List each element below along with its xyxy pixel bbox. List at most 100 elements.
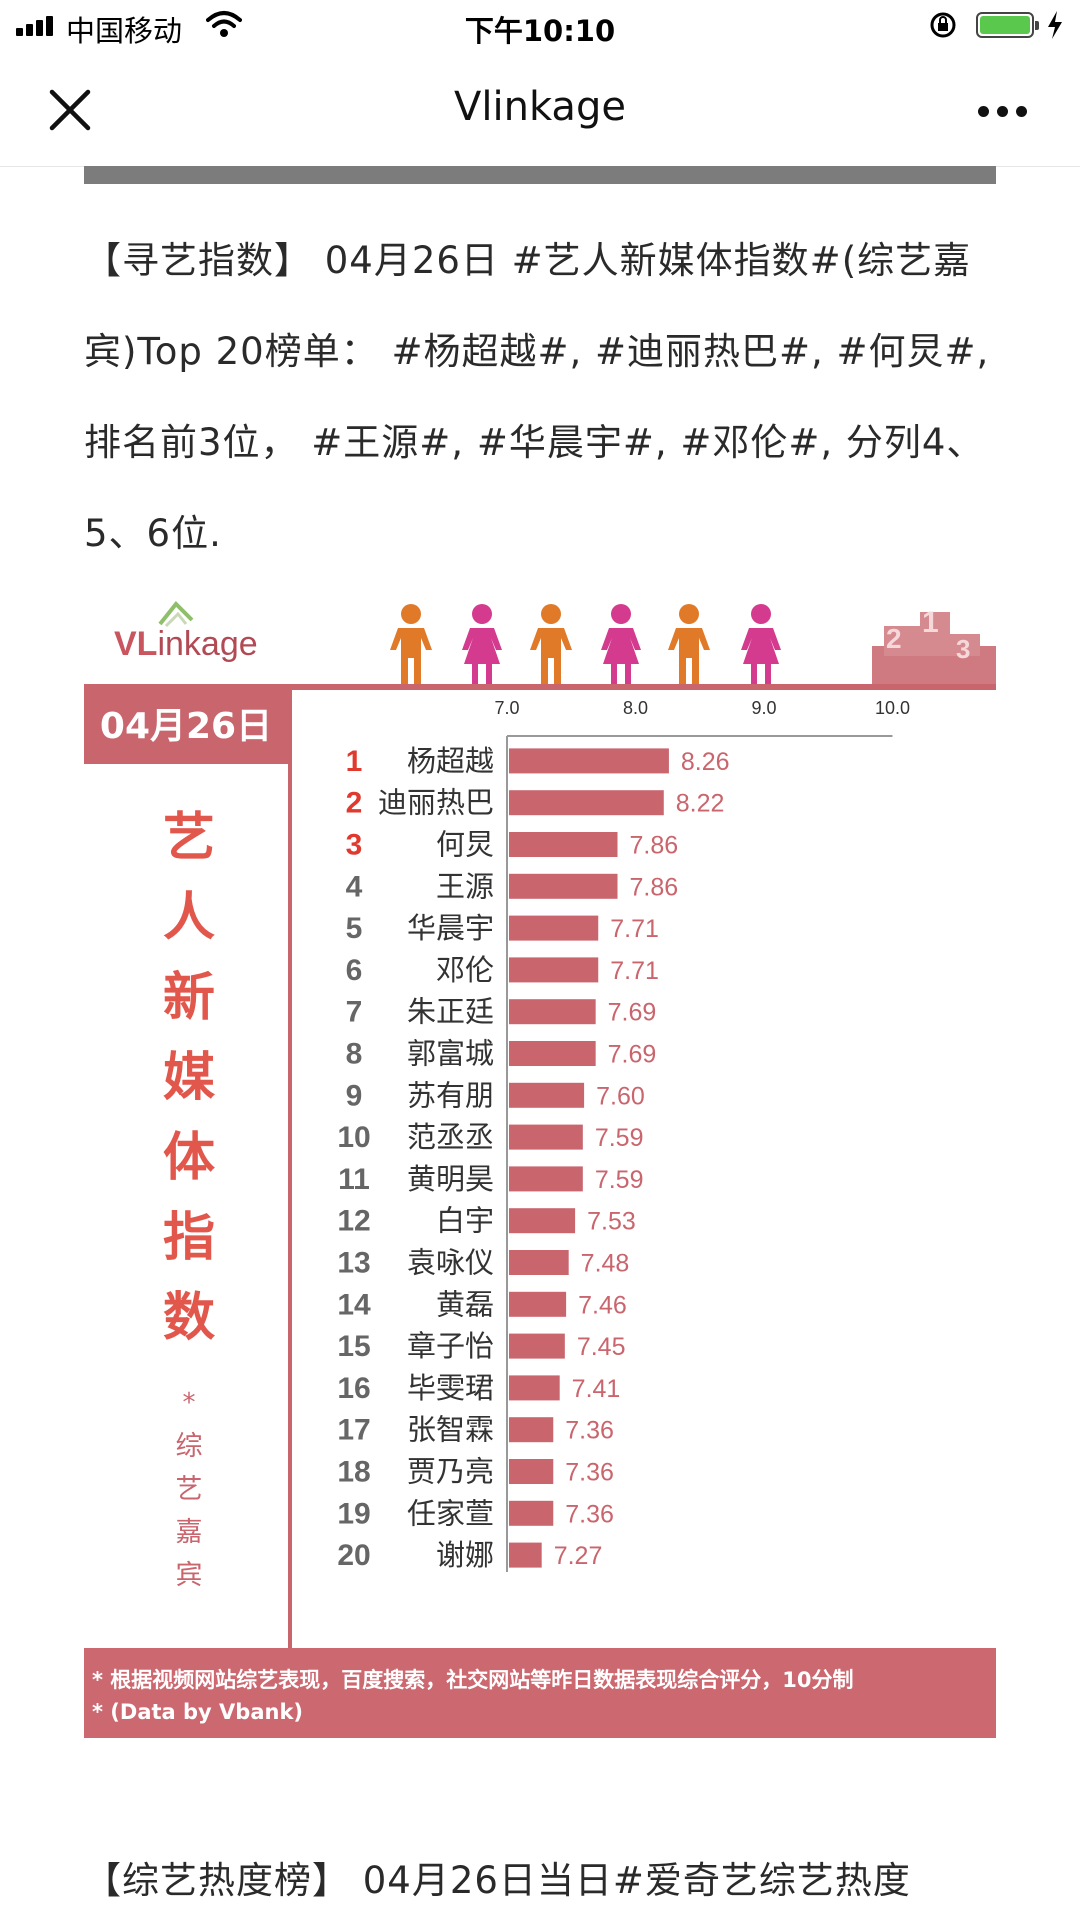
bar <box>509 1333 565 1359</box>
rank-label: 12 <box>337 1205 370 1238</box>
vertical-title: 艺人新媒体指数 <box>154 798 224 1358</box>
rank-label: 3 <box>346 829 363 862</box>
value-label: 7.69 <box>608 999 657 1027</box>
value-label: 7.27 <box>554 1542 603 1570</box>
bar <box>509 915 599 941</box>
name-label: 王源 <box>436 869 494 903</box>
rank-label: 16 <box>337 1372 370 1405</box>
vertical-star: * <box>182 1388 196 1418</box>
bar <box>509 1208 576 1234</box>
rank-label: 9 <box>346 1079 363 1112</box>
value-label: 7.71 <box>610 957 659 985</box>
value-label: 7.59 <box>595 1166 644 1194</box>
ranking-bar-chart: 7.0 8.0 9.0 10.0 1 杨超越 8.26 2 迪丽热巴 8.22 3 何炅 7.86 4 王源… <box>337 698 910 1572</box>
value-label: 7.86 <box>630 873 679 901</box>
value-label: 7.36 <box>565 1459 614 1487</box>
bar <box>509 873 618 899</box>
name-label: 任家萱 <box>407 1496 494 1530</box>
bar <box>509 1291 567 1317</box>
rank-label: 10 <box>337 1121 370 1154</box>
bar <box>509 748 669 774</box>
svg-text:3: 3 <box>956 634 970 664</box>
bar <box>509 1417 554 1443</box>
rank-label: 11 <box>338 1163 370 1196</box>
footer-line-1: * 根据视频网站综艺表现，百度搜索，社交网站等昨日数据表现综合评分，10分制 <box>92 1668 854 1692</box>
vertical-subtitle: 综艺嘉宾 <box>154 1425 224 1597</box>
signal-icon <box>16 16 56 36</box>
footer-note: * 根据视频网站综艺表现，百度搜索，社交网站等昨日数据表现综合评分，10分制 *… <box>84 1648 996 1738</box>
name-label: 华晨宇 <box>407 911 494 945</box>
nav-title: Vlinkage <box>454 84 626 130</box>
x-tick-label: 10.0 <box>875 698 910 718</box>
status-time: 下午10:10 <box>464 14 616 48</box>
vertical-title-char: 新 <box>162 968 215 1028</box>
name-label: 迪丽热巴 <box>378 786 494 820</box>
close-icon[interactable] <box>48 88 92 132</box>
name-label: 章子怡 <box>407 1329 494 1363</box>
name-label: 何炅 <box>436 828 494 862</box>
rank-label: 1 <box>346 745 363 778</box>
value-label: 7.60 <box>596 1082 645 1110</box>
rank-label: 18 <box>337 1456 370 1489</box>
bar <box>509 1041 596 1066</box>
previous-image-edge <box>84 166 996 184</box>
ranking-infographic: VLinkage 2 1 3 04月26日 艺人新媒体指数 * 综艺嘉宾 7.0… <box>84 580 996 1738</box>
rank-label: 5 <box>346 912 363 945</box>
header-rule <box>84 684 996 690</box>
rank-label: 14 <box>337 1288 371 1321</box>
vertical-title-char: 媒 <box>162 1048 215 1108</box>
bar <box>509 1082 585 1108</box>
bar <box>509 957 599 983</box>
logo-mark-icon <box>158 601 194 628</box>
rank-label: 2 <box>346 787 363 820</box>
status-bar: 中国移动 下午10:10 <box>0 0 1080 54</box>
bar <box>509 1375 560 1401</box>
x-tick-label: 8.0 <box>623 698 648 718</box>
name-label: 黄明昊 <box>407 1162 494 1196</box>
rank-label: 17 <box>337 1414 370 1447</box>
bar <box>509 1542 542 1568</box>
rank-label: 6 <box>346 954 363 987</box>
name-label: 张智霖 <box>407 1413 494 1447</box>
name-label: 范丞丞 <box>407 1120 494 1154</box>
rank-label: 15 <box>337 1330 370 1363</box>
divider-line <box>288 690 292 1650</box>
value-label: 7.71 <box>610 915 659 943</box>
bar <box>509 1166 583 1192</box>
value-label: 7.36 <box>565 1500 614 1528</box>
vertical-title-char: 数 <box>162 1288 215 1348</box>
more-icon[interactable] <box>978 102 1035 121</box>
vertical-subtitle-char: 嘉 <box>175 1517 203 1548</box>
value-label: 7.36 <box>565 1417 614 1445</box>
carrier-name: 中国移动 <box>66 14 183 48</box>
x-tick-label: 9.0 <box>751 698 776 718</box>
name-label: 白宇 <box>436 1204 494 1238</box>
name-label: 朱正廷 <box>407 995 494 1029</box>
value-label: 7.45 <box>577 1333 626 1361</box>
name-label: 毕雯珺 <box>407 1371 494 1405</box>
bar <box>509 1250 569 1275</box>
footer-line-2: * (Data by Vbank) <box>92 1700 304 1724</box>
bar <box>509 832 618 857</box>
rank-label: 19 <box>337 1497 370 1530</box>
svg-text:1: 1 <box>922 606 939 639</box>
charging-bolt-icon <box>1048 11 1062 39</box>
value-label: 7.41 <box>572 1375 621 1403</box>
vlinkage-logo: VLinkage <box>114 625 258 663</box>
bar <box>509 1500 554 1526</box>
value-label: 8.26 <box>681 748 730 776</box>
name-label: 苏有朋 <box>407 1078 494 1112</box>
value-label: 7.69 <box>608 1041 657 1069</box>
nav-bar: Vlinkage <box>0 54 1080 167</box>
value-label: 7.46 <box>578 1291 627 1319</box>
article-paragraph-2: 【综艺热度榜】 04月26日当日#爱奇艺综艺热度 <box>84 1859 911 1902</box>
rank-label: 13 <box>337 1247 370 1280</box>
people-icons <box>390 604 781 686</box>
rotation-lock-icon <box>930 12 956 38</box>
rank-label: 7 <box>346 996 363 1029</box>
date-label: 04月26日 <box>84 690 288 764</box>
bar <box>509 790 664 816</box>
bar <box>509 999 596 1025</box>
value-label: 7.48 <box>581 1250 630 1278</box>
name-label: 袁咏仪 <box>407 1246 494 1280</box>
